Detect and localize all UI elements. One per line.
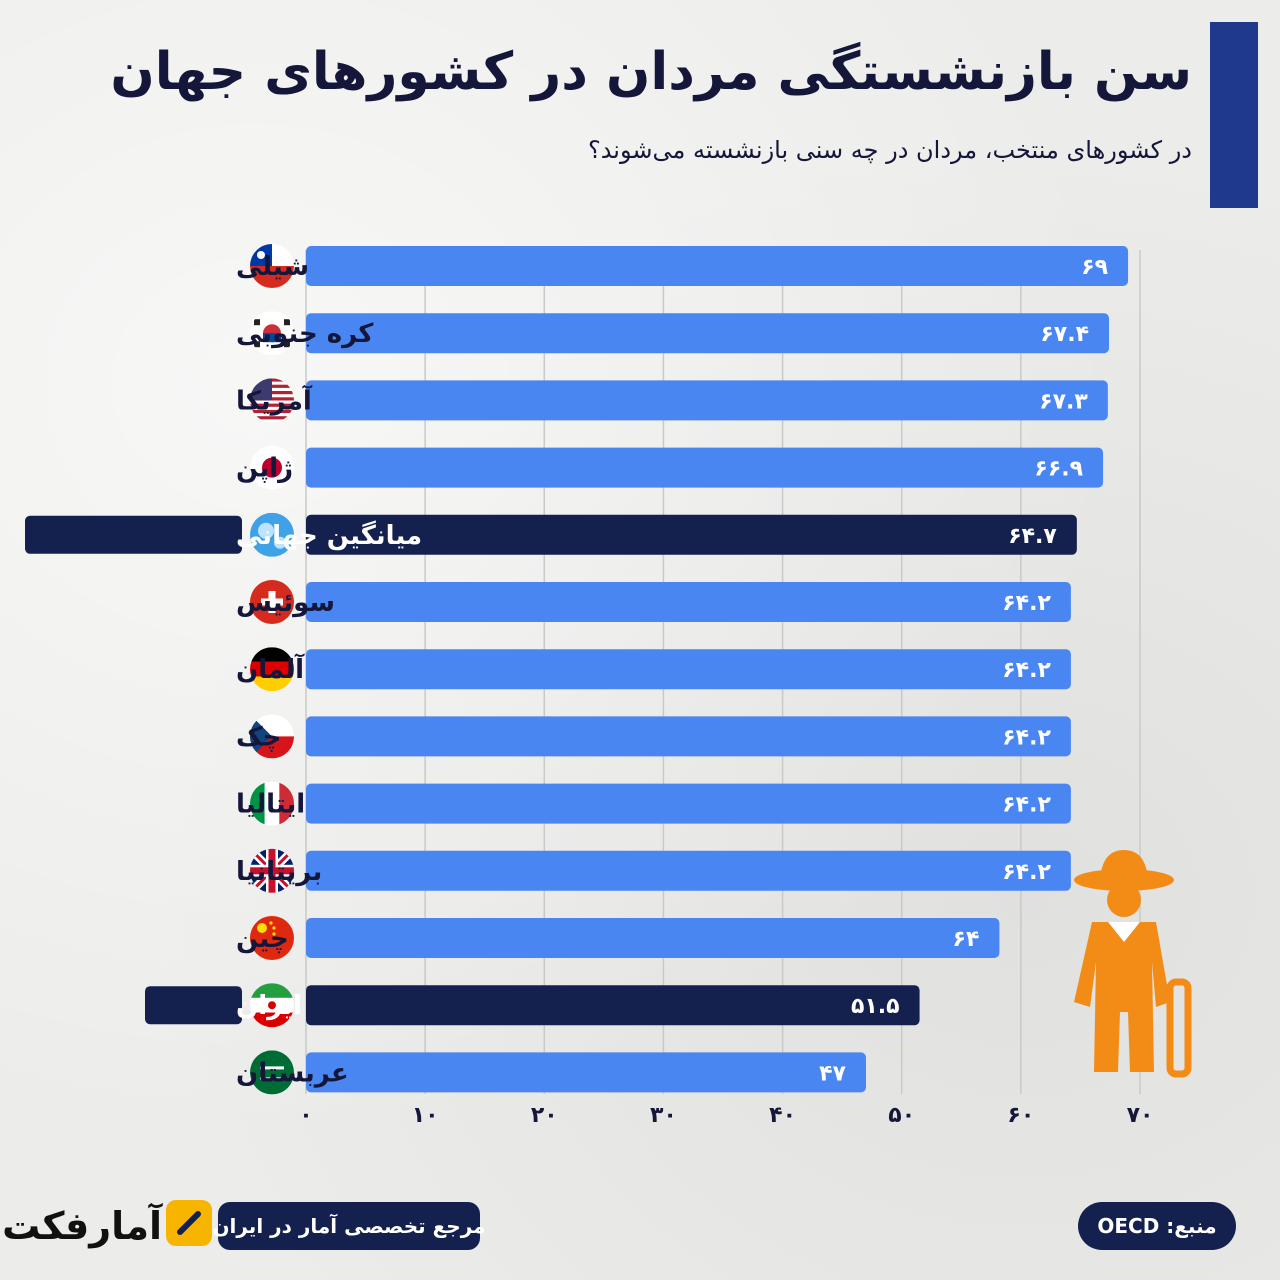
bar	[306, 985, 920, 1026]
category-label: شیلی	[236, 252, 309, 282]
uk-flag	[250, 848, 294, 893]
category-label: عربستان	[236, 1058, 349, 1088]
bar-value-label: ۶۹	[1081, 255, 1108, 280]
chart-subtitle: در کشورهای منتخب، مردان در چه سنی بازنشس…	[587, 136, 1192, 164]
category-label: ایران	[236, 991, 302, 1021]
brand-logo-mark	[166, 1200, 212, 1246]
bar	[306, 716, 1071, 757]
bar-value-label: ۶۴.۲	[1002, 793, 1051, 818]
bar	[306, 918, 1000, 958]
chart-title: سن بازنشستگی مردان در کشورهای جهان	[110, 42, 1192, 102]
bar-value-label: ۵۱.۵	[851, 994, 900, 1019]
switzerland-flag	[250, 580, 294, 624]
category-label-highlight	[145, 986, 242, 1025]
category-label: سوئیس	[236, 588, 335, 618]
saudi-flag	[250, 1050, 294, 1095]
bar-value-label: ۶۴.۷	[1008, 524, 1057, 549]
bar	[306, 246, 1129, 286]
bar-value-label: ۶۴.۲	[1002, 860, 1051, 885]
category-label: ژاپن	[236, 454, 293, 484]
x-tick-label: ۷۰	[1127, 1103, 1154, 1128]
bar	[306, 380, 1108, 421]
bar	[306, 1052, 866, 1093]
bar-value-label: ۴۷	[819, 1061, 846, 1086]
category-label: چین	[236, 924, 289, 954]
bar-value-label: ۶۴	[953, 927, 980, 952]
x-tick-label: ۶۰	[1007, 1103, 1034, 1128]
x-tick-label: ۵۰	[888, 1103, 915, 1128]
brand-tagline: مرجع تخصصی آمار در ایران	[212, 1202, 486, 1250]
category-label: چک	[236, 722, 281, 752]
x-tick-label: ۲۰	[531, 1103, 558, 1128]
title-accent-bar	[1210, 22, 1258, 208]
czech-flag	[250, 714, 294, 759]
bar	[306, 582, 1071, 622]
bar	[306, 313, 1110, 354]
x-tick-label: ۱۰	[412, 1103, 439, 1128]
bar	[306, 850, 1071, 891]
retiree-icon	[1074, 850, 1192, 1078]
x-tick-label: ۴۰	[769, 1103, 796, 1128]
bar-value-label: ۶۴.۲	[1002, 725, 1051, 750]
brand-logo-text: آمارفکت	[2, 1204, 162, 1248]
category-label: ایتالیا	[236, 790, 305, 820]
china-flag	[250, 916, 294, 960]
x-tick-label: ۰	[299, 1103, 312, 1128]
bar	[306, 514, 1077, 555]
category-label: آمریکا	[236, 384, 313, 416]
category-label: آلمان	[236, 653, 305, 685]
bar-value-label: ۶۶.۹	[1034, 457, 1083, 482]
south-korea-flag	[250, 311, 294, 356]
category-label: میانگین جهانی	[236, 520, 422, 551]
bar	[306, 447, 1104, 488]
bar-value-label: ۶۷.۳	[1039, 389, 1088, 414]
source-label: منبع: OECD	[1078, 1202, 1236, 1250]
bar	[306, 783, 1071, 824]
bar-value-label: ۶۴.۲	[1002, 658, 1051, 683]
x-tick-label: ۳۰	[650, 1103, 677, 1128]
globe-icon	[250, 512, 294, 557]
category-label-highlight	[25, 515, 242, 554]
bar-value-label: ۶۴.۲	[1002, 591, 1051, 616]
italy-flag	[250, 781, 294, 826]
category-label: کره جنوبی	[236, 319, 374, 349]
iran-flag	[250, 983, 294, 1028]
japan-flag	[250, 445, 294, 490]
bar	[306, 649, 1071, 690]
category-label: بریتانیا	[236, 857, 322, 887]
bar-value-label: ۶۷.۴	[1040, 322, 1089, 347]
germany-flag	[250, 647, 294, 692]
